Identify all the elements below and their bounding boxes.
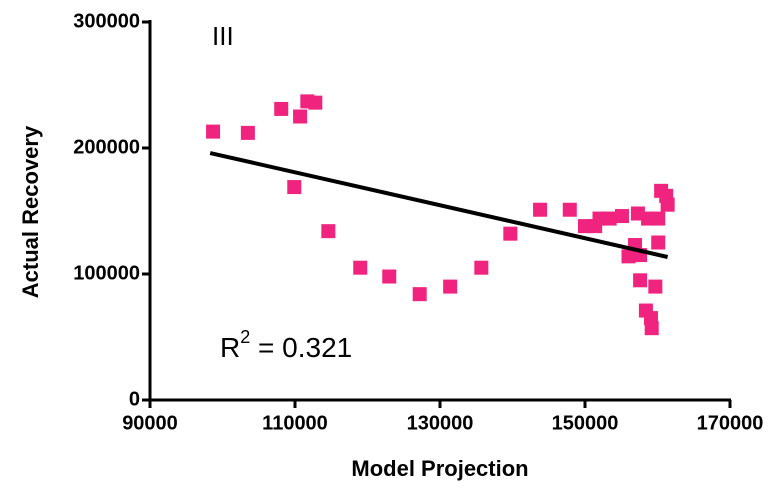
point	[602, 211, 617, 226]
point	[240, 125, 255, 140]
point	[651, 235, 666, 250]
x-tick-label: 110000	[262, 412, 328, 434]
point	[651, 211, 666, 226]
y-tick-label: 300000	[73, 10, 140, 32]
point	[321, 224, 336, 239]
point	[614, 209, 629, 224]
point	[353, 260, 368, 275]
point	[648, 279, 663, 294]
x-tick-label: 130000	[407, 412, 474, 434]
x-tick-label: 150000	[552, 412, 619, 434]
r-base: R	[220, 332, 240, 363]
point	[308, 95, 323, 110]
point	[633, 273, 648, 288]
point	[660, 197, 675, 212]
point	[382, 269, 397, 284]
point	[621, 249, 636, 264]
y-tick-label: 0	[129, 388, 140, 410]
y-axis-label: Actual Recovery	[18, 125, 43, 298]
point	[533, 202, 548, 217]
y-tick-label: 200000	[73, 136, 140, 158]
point	[562, 202, 577, 217]
point	[412, 287, 427, 302]
x-tick-label: 90000	[122, 412, 178, 434]
point	[443, 279, 458, 294]
point	[503, 226, 518, 241]
x-axis-label: Model Projection	[351, 456, 528, 481]
point	[644, 321, 659, 336]
point	[206, 124, 221, 139]
r-squared: R2 = 0.321	[220, 327, 352, 364]
point	[274, 101, 289, 116]
point	[474, 260, 489, 275]
point	[287, 180, 302, 195]
r-rest: = 0.321	[250, 332, 352, 363]
r-exponent: 2	[240, 327, 250, 347]
point	[293, 109, 308, 124]
annotation: III	[212, 21, 234, 51]
y-tick-label: 100000	[73, 262, 140, 284]
fit-line	[209, 151, 669, 259]
x-tick-label: 170000	[697, 412, 764, 434]
